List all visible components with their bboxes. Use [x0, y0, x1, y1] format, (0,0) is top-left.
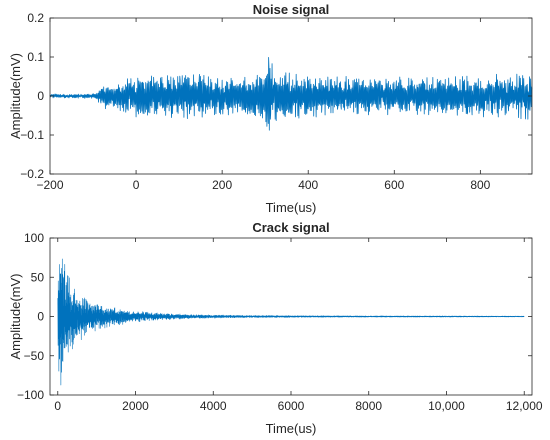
crack-x-tick-label: 8000	[355, 399, 382, 413]
crack-x-tick-label: 6000	[278, 399, 305, 413]
crack-y-axis-ticks: 100 50 0 −50 −100	[17, 231, 532, 402]
noise-y-tick-label: −0.2	[20, 167, 44, 181]
crack-x-tick-label: 2000	[122, 399, 149, 413]
crack-y-tick-label: 100	[24, 231, 44, 245]
noise-chart-title: Noise signal	[253, 2, 330, 17]
noise-x-tick-label: 400	[298, 178, 318, 192]
crack-y-tick-label: 0	[37, 310, 44, 324]
crack-x-tick-label: 12,000	[506, 399, 543, 413]
noise-y-axis-ticks: 0.2 0.1 0 −0.1 −0.2	[20, 11, 532, 181]
crack-x-axis-ticks: 0 2000 4000 6000 8000 10,000 12,000	[54, 238, 543, 413]
noise-x-tick-label: 0	[133, 178, 140, 192]
noise-y-tick-label: −0.1	[20, 128, 44, 142]
noise-y-tick-label: 0.2	[27, 11, 44, 25]
noise-y-tick-label: 0	[37, 89, 44, 103]
crack-y-tick-label: 50	[31, 270, 45, 284]
crack-x-tick-label: 0	[54, 399, 61, 413]
crack-y-tick-label: −100	[17, 388, 44, 402]
crack-x-tick-label: 10,000	[428, 399, 465, 413]
noise-signal-line	[49, 57, 533, 131]
noise-y-tick-label: 0.1	[27, 50, 44, 64]
noise-x-tick-label: 800	[470, 178, 490, 192]
noise-x-tick-label: 200	[212, 178, 232, 192]
noise-x-axis-ticks: −200 0 200 400 600 800	[36, 18, 491, 192]
crack-y-axis-label: Amplitude(mV)	[8, 274, 23, 360]
noise-y-axis-label: Amplitude(mV)	[8, 53, 23, 139]
noise-signal-chart: −200 0 200 400 600 800 0.2 0.1 0 −0.1 −0.2 Noise …	[8, 2, 533, 215]
crack-chart-title: Crack signal	[252, 220, 329, 235]
noise-x-tick-label: −200	[36, 178, 63, 192]
crack-x-axis-label: Time(us)	[266, 421, 317, 436]
crack-signal-trace	[57, 258, 525, 386]
crack-x-tick-label: 4000	[200, 399, 227, 413]
noise-x-tick-label: 600	[384, 178, 404, 192]
noise-signal-trace	[49, 57, 533, 131]
crack-y-tick-label: −50	[24, 349, 45, 363]
crack-signal-chart: 0 2000 4000 6000 8000 10,000 12,000 100 50 0 −50 −…	[8, 220, 543, 436]
crack-signal-line	[57, 258, 525, 386]
noise-x-axis-label: Time(us)	[266, 200, 317, 215]
